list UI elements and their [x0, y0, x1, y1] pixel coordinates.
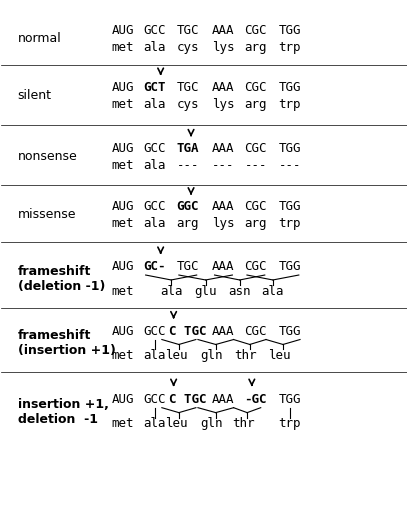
- Text: ---: ---: [245, 159, 267, 172]
- Text: TGG: TGG: [279, 393, 301, 406]
- Text: ---: ---: [279, 159, 301, 172]
- Text: AUG: AUG: [112, 142, 134, 155]
- Text: trp: trp: [279, 41, 301, 54]
- Text: TGC: TGC: [177, 24, 199, 37]
- Text: AAA: AAA: [212, 200, 235, 213]
- Text: TGG: TGG: [279, 200, 301, 213]
- Text: C TGC: C TGC: [169, 393, 206, 406]
- Text: arg: arg: [245, 98, 267, 111]
- Text: AAA: AAA: [212, 81, 235, 94]
- Text: AAA: AAA: [212, 24, 235, 37]
- Text: TGG: TGG: [279, 24, 301, 37]
- Text: trp: trp: [279, 417, 301, 430]
- Text: arg: arg: [177, 217, 199, 230]
- Text: ---: ---: [212, 159, 235, 172]
- Text: GCT: GCT: [143, 81, 166, 94]
- Text: CGC: CGC: [245, 325, 267, 338]
- Text: ala: ala: [143, 217, 166, 230]
- Text: leu: leu: [165, 417, 187, 430]
- Text: CGC: CGC: [245, 81, 267, 94]
- Text: thr: thr: [235, 349, 257, 362]
- Text: met: met: [112, 159, 134, 172]
- Text: -GC: -GC: [245, 393, 267, 406]
- Text: gln: gln: [200, 349, 223, 362]
- Text: met: met: [112, 98, 134, 111]
- Text: TGG: TGG: [279, 81, 301, 94]
- Text: CGC: CGC: [245, 200, 267, 213]
- Text: lys: lys: [212, 217, 235, 230]
- Text: insertion +1,
deletion  -1: insertion +1, deletion -1: [18, 397, 109, 426]
- Text: glu: glu: [194, 285, 217, 298]
- Text: trp: trp: [279, 217, 301, 230]
- Text: GCC: GCC: [143, 393, 166, 406]
- Text: TGC: TGC: [177, 260, 199, 273]
- Text: ala: ala: [143, 417, 166, 430]
- Text: CGC: CGC: [245, 142, 267, 155]
- Text: ala: ala: [143, 41, 166, 54]
- Text: lys: lys: [212, 98, 235, 111]
- Text: lys: lys: [212, 41, 235, 54]
- Text: GCC: GCC: [143, 142, 166, 155]
- Text: trp: trp: [279, 98, 301, 111]
- Text: GC-: GC-: [143, 260, 166, 273]
- Text: asn: asn: [228, 285, 251, 298]
- Text: GCC: GCC: [143, 200, 166, 213]
- Text: CGC: CGC: [245, 260, 267, 273]
- Text: ala: ala: [143, 159, 166, 172]
- Text: AAA: AAA: [212, 142, 235, 155]
- Text: AUG: AUG: [112, 325, 134, 338]
- Text: TGG: TGG: [279, 325, 301, 338]
- Text: AAA: AAA: [212, 393, 235, 406]
- Text: AUG: AUG: [112, 200, 134, 213]
- Text: ala: ala: [143, 349, 166, 362]
- Text: leu: leu: [165, 349, 187, 362]
- Text: cys: cys: [177, 41, 199, 54]
- Text: ala: ala: [160, 285, 182, 298]
- Text: AUG: AUG: [112, 24, 134, 37]
- Text: GCC: GCC: [143, 325, 166, 338]
- Text: met: met: [112, 41, 134, 54]
- Text: GCC: GCC: [143, 24, 166, 37]
- Text: frameshift
(insertion +1): frameshift (insertion +1): [18, 329, 115, 357]
- Text: ala: ala: [143, 98, 166, 111]
- Text: gln: gln: [200, 417, 223, 430]
- Text: AUG: AUG: [112, 393, 134, 406]
- Text: TGG: TGG: [279, 260, 301, 273]
- Text: AUG: AUG: [112, 81, 134, 94]
- Text: ---: ---: [177, 159, 199, 172]
- Text: thr: thr: [233, 417, 255, 430]
- Text: AAA: AAA: [212, 260, 235, 273]
- Text: met: met: [112, 285, 134, 298]
- Text: CGC: CGC: [245, 24, 267, 37]
- Text: met: met: [112, 349, 134, 362]
- Text: frameshift
(deletion -1): frameshift (deletion -1): [18, 265, 105, 293]
- Text: TGA: TGA: [177, 142, 199, 155]
- Text: TGG: TGG: [279, 142, 301, 155]
- Text: ala: ala: [262, 285, 284, 298]
- Text: AAA: AAA: [212, 325, 235, 338]
- Text: C TGC: C TGC: [169, 325, 206, 338]
- Text: met: met: [112, 417, 134, 430]
- Text: leu: leu: [268, 349, 290, 362]
- Text: met: met: [112, 217, 134, 230]
- Text: arg: arg: [245, 41, 267, 54]
- Text: TGC: TGC: [177, 81, 199, 94]
- Text: arg: arg: [245, 217, 267, 230]
- Text: cys: cys: [177, 98, 199, 111]
- Text: missense: missense: [18, 209, 76, 221]
- Text: nonsense: nonsense: [18, 150, 78, 163]
- Text: GGC: GGC: [177, 200, 199, 213]
- Text: silent: silent: [18, 89, 51, 103]
- Text: normal: normal: [18, 32, 61, 45]
- Text: AUG: AUG: [112, 260, 134, 273]
